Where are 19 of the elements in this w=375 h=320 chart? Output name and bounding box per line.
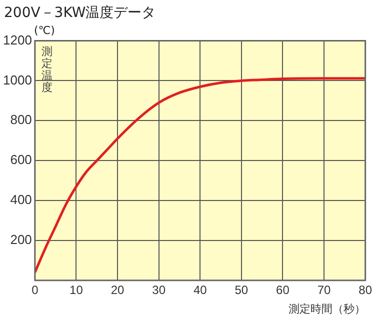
y-tick-label: 1000 xyxy=(3,72,32,88)
x-tick-label: 60 xyxy=(276,282,290,297)
y-axis-title: 測定温度 xyxy=(41,45,52,94)
y-tick-label: 1200 xyxy=(3,32,32,48)
x-tick-label: 40 xyxy=(193,282,208,297)
y-tick-label: 600 xyxy=(10,152,32,168)
x-tick-label: 0 xyxy=(32,282,39,297)
y-tick-label: 800 xyxy=(10,112,32,128)
x-tick-label: 70 xyxy=(317,282,332,297)
x-tick-label: 10 xyxy=(70,282,84,297)
text: (℃) xyxy=(34,24,55,37)
chart-title: 200V－3KW温度データ xyxy=(4,4,156,22)
x-tick-label: 80 xyxy=(358,282,372,297)
y-tick-label: 200 xyxy=(10,232,32,248)
y-tick-label: 400 xyxy=(10,192,32,208)
x-tick-label: 50 xyxy=(234,282,248,297)
x-tick-label: 20 xyxy=(110,282,125,297)
x-tick-label: 30 xyxy=(152,282,166,297)
x-axis-title: 測定時間（秒） xyxy=(288,302,366,316)
